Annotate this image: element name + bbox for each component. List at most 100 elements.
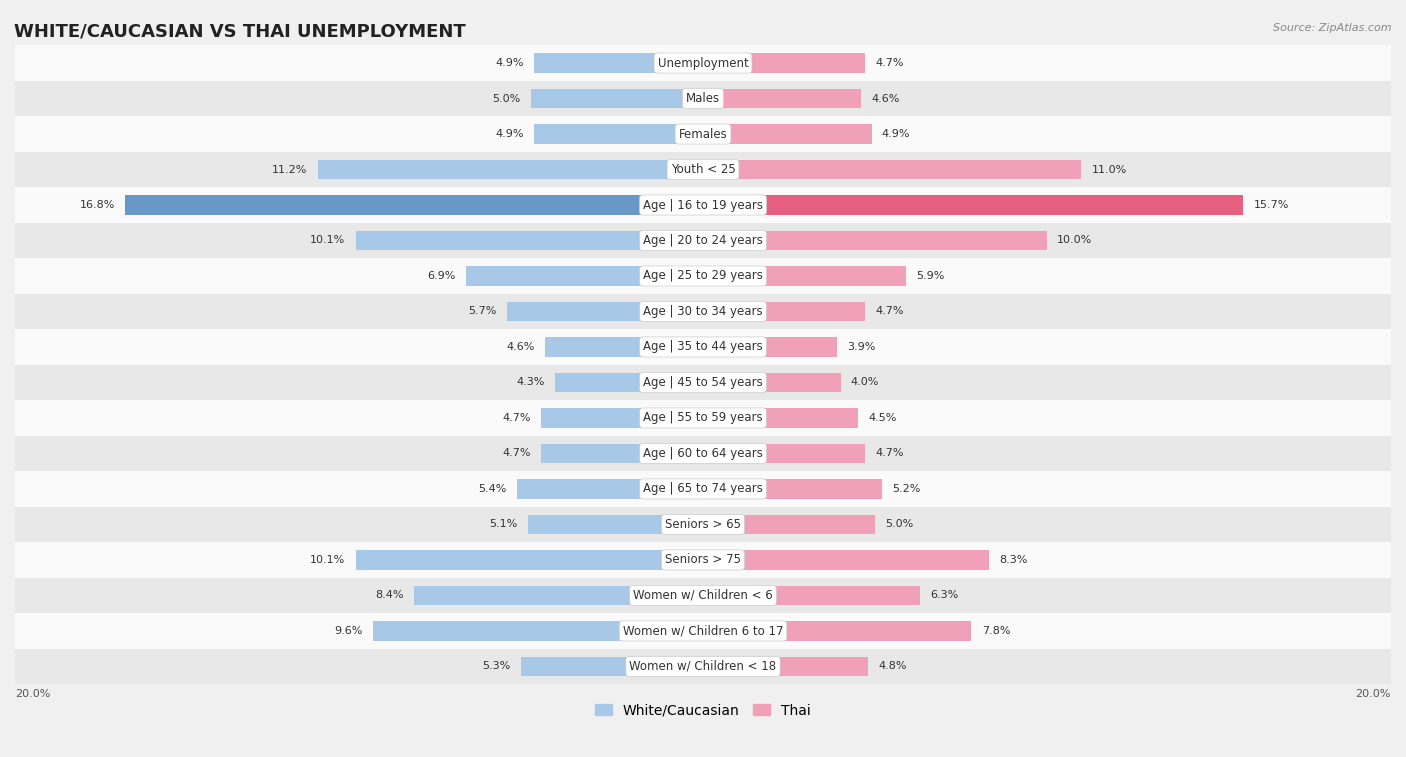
Text: 6.9%: 6.9% bbox=[427, 271, 456, 281]
Text: Age | 65 to 74 years: Age | 65 to 74 years bbox=[643, 482, 763, 495]
Bar bbox=[703, 479, 882, 499]
Bar bbox=[0, 258, 1406, 294]
Bar bbox=[703, 53, 865, 73]
Bar bbox=[531, 89, 703, 108]
Bar bbox=[534, 124, 703, 144]
Text: 4.9%: 4.9% bbox=[496, 58, 524, 68]
Text: 4.6%: 4.6% bbox=[872, 94, 900, 104]
Text: 4.7%: 4.7% bbox=[875, 448, 904, 459]
Text: 5.2%: 5.2% bbox=[893, 484, 921, 494]
Text: 11.2%: 11.2% bbox=[271, 164, 308, 175]
Bar bbox=[703, 124, 872, 144]
Bar bbox=[527, 515, 703, 534]
Text: 7.8%: 7.8% bbox=[981, 626, 1010, 636]
Text: 16.8%: 16.8% bbox=[79, 200, 115, 210]
Bar bbox=[0, 400, 1406, 436]
Bar bbox=[0, 329, 1406, 365]
Text: Women w/ Children 6 to 17: Women w/ Children 6 to 17 bbox=[623, 625, 783, 637]
Bar bbox=[0, 365, 1406, 400]
Text: Youth < 25: Youth < 25 bbox=[671, 163, 735, 176]
Bar bbox=[703, 337, 837, 357]
Bar bbox=[703, 89, 862, 108]
Text: 5.0%: 5.0% bbox=[492, 94, 520, 104]
Text: 10.0%: 10.0% bbox=[1057, 235, 1092, 245]
Bar bbox=[703, 231, 1047, 251]
Text: Males: Males bbox=[686, 92, 720, 105]
Bar bbox=[703, 302, 865, 321]
Bar bbox=[356, 550, 703, 570]
Text: Age | 16 to 19 years: Age | 16 to 19 years bbox=[643, 198, 763, 211]
Text: Age | 45 to 54 years: Age | 45 to 54 years bbox=[643, 376, 763, 389]
Bar bbox=[0, 294, 1406, 329]
Bar bbox=[555, 372, 703, 392]
Text: 20.0%: 20.0% bbox=[15, 690, 51, 699]
Text: 5.1%: 5.1% bbox=[489, 519, 517, 529]
Bar bbox=[541, 444, 703, 463]
Bar bbox=[703, 372, 841, 392]
Bar bbox=[0, 613, 1406, 649]
Bar bbox=[703, 621, 972, 640]
Text: Women w/ Children < 18: Women w/ Children < 18 bbox=[630, 660, 776, 673]
Text: 4.7%: 4.7% bbox=[502, 413, 531, 423]
Bar bbox=[703, 444, 865, 463]
Text: 4.6%: 4.6% bbox=[506, 342, 534, 352]
Text: Age | 20 to 24 years: Age | 20 to 24 years bbox=[643, 234, 763, 247]
Bar bbox=[125, 195, 703, 215]
Bar bbox=[703, 550, 988, 570]
Text: Age | 55 to 59 years: Age | 55 to 59 years bbox=[643, 412, 763, 425]
Text: Unemployment: Unemployment bbox=[658, 57, 748, 70]
Text: Females: Females bbox=[679, 127, 727, 141]
Bar bbox=[318, 160, 703, 179]
Text: 4.5%: 4.5% bbox=[868, 413, 897, 423]
Text: Seniors > 65: Seniors > 65 bbox=[665, 518, 741, 531]
Text: 11.0%: 11.0% bbox=[1091, 164, 1128, 175]
Text: 5.9%: 5.9% bbox=[917, 271, 945, 281]
Bar bbox=[520, 656, 703, 676]
Text: 4.7%: 4.7% bbox=[502, 448, 531, 459]
Text: 5.3%: 5.3% bbox=[482, 662, 510, 671]
Text: 4.3%: 4.3% bbox=[516, 378, 544, 388]
Bar bbox=[0, 542, 1406, 578]
Bar bbox=[703, 515, 875, 534]
Bar bbox=[0, 81, 1406, 117]
Bar bbox=[0, 436, 1406, 471]
Text: 4.9%: 4.9% bbox=[882, 129, 910, 139]
Bar bbox=[0, 578, 1406, 613]
Legend: White/Caucasian, Thai: White/Caucasian, Thai bbox=[589, 698, 817, 723]
Text: Seniors > 75: Seniors > 75 bbox=[665, 553, 741, 566]
Text: 9.6%: 9.6% bbox=[335, 626, 363, 636]
Text: 3.9%: 3.9% bbox=[848, 342, 876, 352]
Bar bbox=[703, 586, 920, 605]
Text: Age | 35 to 44 years: Age | 35 to 44 years bbox=[643, 341, 763, 354]
Text: 4.8%: 4.8% bbox=[879, 662, 907, 671]
Bar bbox=[703, 195, 1243, 215]
Bar bbox=[544, 337, 703, 357]
Text: 4.7%: 4.7% bbox=[875, 307, 904, 316]
Text: Age | 30 to 34 years: Age | 30 to 34 years bbox=[643, 305, 763, 318]
Text: 15.7%: 15.7% bbox=[1253, 200, 1289, 210]
Bar bbox=[0, 506, 1406, 542]
Text: 5.4%: 5.4% bbox=[478, 484, 508, 494]
Bar bbox=[356, 231, 703, 251]
Bar bbox=[0, 649, 1406, 684]
Bar bbox=[0, 471, 1406, 506]
Text: Age | 25 to 29 years: Age | 25 to 29 years bbox=[643, 269, 763, 282]
Bar bbox=[703, 160, 1081, 179]
Bar bbox=[0, 151, 1406, 187]
Text: 4.9%: 4.9% bbox=[496, 129, 524, 139]
Bar bbox=[0, 117, 1406, 151]
Text: Age | 60 to 64 years: Age | 60 to 64 years bbox=[643, 447, 763, 460]
Text: Women w/ Children < 6: Women w/ Children < 6 bbox=[633, 589, 773, 602]
Bar bbox=[534, 53, 703, 73]
Text: 6.3%: 6.3% bbox=[929, 590, 959, 600]
Text: Source: ZipAtlas.com: Source: ZipAtlas.com bbox=[1274, 23, 1392, 33]
Text: 5.7%: 5.7% bbox=[468, 307, 496, 316]
Text: 4.7%: 4.7% bbox=[875, 58, 904, 68]
Bar bbox=[0, 45, 1406, 81]
Bar bbox=[373, 621, 703, 640]
Text: 8.3%: 8.3% bbox=[998, 555, 1028, 565]
Bar bbox=[413, 586, 703, 605]
Bar bbox=[703, 408, 858, 428]
Bar bbox=[0, 223, 1406, 258]
Bar bbox=[0, 187, 1406, 223]
